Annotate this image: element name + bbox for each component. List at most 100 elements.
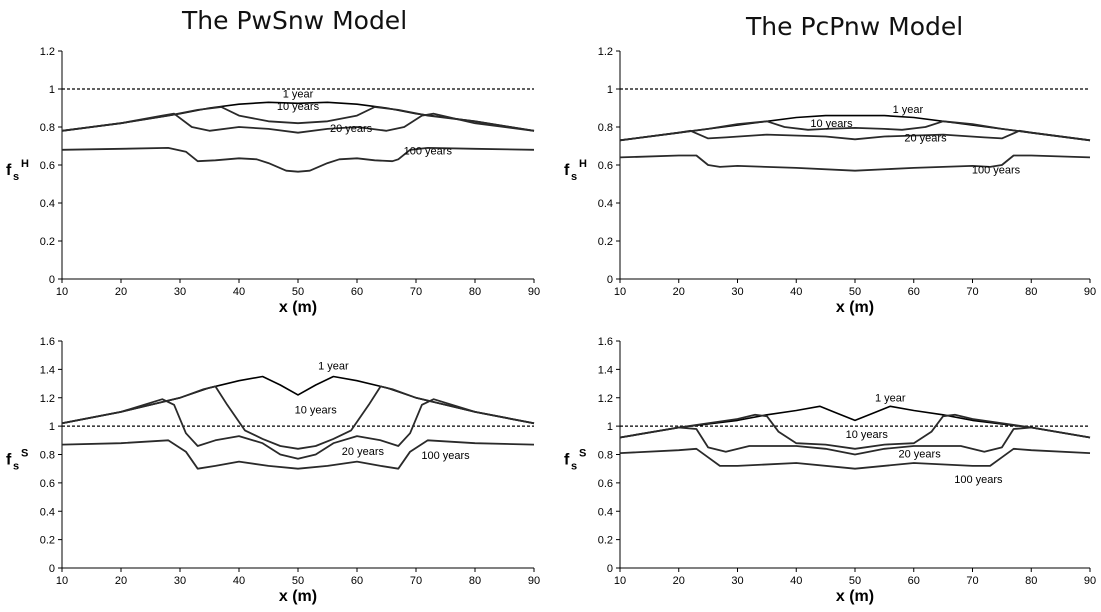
y-tick-label: 1.2 xyxy=(40,46,55,58)
y-tick-label: 1 xyxy=(607,84,613,96)
x-axis-label: x (m) xyxy=(279,588,317,605)
x-tick-label: 80 xyxy=(1025,575,1037,587)
y-tick-label: 0 xyxy=(607,563,613,575)
x-tick-label: 10 xyxy=(614,286,626,298)
x-tick-label: 20 xyxy=(673,575,685,587)
y-tick-label: 1.6 xyxy=(598,336,613,348)
y-tick-label: 0.6 xyxy=(40,478,55,490)
series-line-100-years xyxy=(619,154,1091,172)
series-label-20-years: 20 years xyxy=(904,132,947,144)
series-label-1-year: 1 year xyxy=(875,392,906,404)
x-tick-label: 20 xyxy=(673,286,685,298)
x-axis-label: x (m) xyxy=(836,299,874,316)
chart-panel-top-right: 0 0.2 0.4 0.6 0.8 1 1.2 10 20 30 40 50 60 70 80 90 x (m)… xyxy=(564,46,1096,316)
y-axis-label: f xyxy=(564,452,570,469)
x-axis-label: x (m) xyxy=(836,588,874,605)
x-tick-label: 60 xyxy=(908,286,920,298)
x-tick-label: 20 xyxy=(115,286,127,298)
y-tick-label: 0.8 xyxy=(598,450,613,462)
y-tick-label: 1.4 xyxy=(40,364,55,376)
x-tick-label: 70 xyxy=(966,286,978,298)
x-tick-label: 10 xyxy=(56,286,68,298)
y-tick-label: 0.2 xyxy=(40,236,55,248)
y-tick-label: 1.2 xyxy=(40,393,55,405)
y-tick-label: 0.2 xyxy=(598,236,613,248)
x-tick-label: 40 xyxy=(233,286,245,298)
series-label-10-years: 10 years xyxy=(810,118,853,130)
y-tick-label: 0.8 xyxy=(598,122,613,134)
y-axis-label: f xyxy=(6,452,12,469)
series-label-10-years: 10 years xyxy=(277,101,320,113)
y-tick-label: 0.6 xyxy=(598,478,613,490)
y-tick-label: 0.4 xyxy=(598,506,613,518)
x-tick-label: 40 xyxy=(233,575,245,587)
x-tick-label: 10 xyxy=(56,575,68,587)
x-axis-label: x (m) xyxy=(279,299,317,316)
x-tick-label: 60 xyxy=(351,575,363,587)
x-tick-label: 40 xyxy=(790,575,802,587)
x-tick-label: 40 xyxy=(790,286,802,298)
chart-panel-bottom-left: 0 0.2 0.4 0.6 0.8 1 1.2 1.4 1.6 10 20 30 40 50 60 70 80 9… xyxy=(6,336,540,605)
y-tick-label: 0 xyxy=(49,274,55,286)
x-tick-label: 10 xyxy=(614,575,626,587)
y-tick-label: 1.6 xyxy=(40,336,55,348)
x-tick-label: 20 xyxy=(115,575,127,587)
series-line-10-years xyxy=(619,413,1091,450)
y-tick-label: 1 xyxy=(49,84,55,96)
x-tick-label: 50 xyxy=(292,286,304,298)
y-tick-label: 1 xyxy=(607,421,613,433)
series-line-20-years xyxy=(61,112,535,134)
x-tick-label: 50 xyxy=(849,575,861,587)
series-label-10-years: 10 years xyxy=(846,429,889,441)
y-axis-label-subscript: s xyxy=(13,461,19,473)
y-axis-label-superscript: S xyxy=(21,448,28,460)
x-tick-label: 30 xyxy=(174,286,186,298)
y-tick-label: 1.4 xyxy=(598,364,613,376)
y-axis-label: f xyxy=(564,162,570,179)
y-tick-label: 0 xyxy=(607,274,613,286)
x-tick-label: 60 xyxy=(908,575,920,587)
y-axis-label-superscript: S xyxy=(579,448,586,460)
series-line-20-years xyxy=(619,129,1091,142)
series-line-100-years xyxy=(619,447,1091,470)
x-tick-label: 90 xyxy=(1084,286,1096,298)
y-tick-label: 0.2 xyxy=(40,535,55,547)
series-line-10-years xyxy=(61,106,535,132)
x-tick-label: 80 xyxy=(1025,286,1037,298)
series-label-1-year: 1 year xyxy=(893,104,924,116)
y-tick-label: 0.4 xyxy=(40,506,55,518)
series-label-20-years: 20 years xyxy=(899,448,942,460)
y-tick-label: 0.6 xyxy=(598,160,613,172)
series-label-20-years: 20 years xyxy=(330,123,373,135)
chart-panel-top-left: 0 0.2 0.4 0.6 0.8 1 1.2 10 20 30 40 50 60 70 80 90 x (m)… xyxy=(6,46,540,316)
y-axis-label-superscript: H xyxy=(21,158,29,170)
left-column-title: The PwSnw Model xyxy=(182,6,408,35)
y-axis-label: f xyxy=(6,162,12,179)
y-tick-label: 0.4 xyxy=(40,198,55,210)
series-line-10-years xyxy=(61,385,535,450)
series-label-1-year: 1 year xyxy=(283,89,314,101)
y-tick-label: 0.8 xyxy=(40,122,55,134)
x-tick-label: 90 xyxy=(528,575,540,587)
x-tick-label: 80 xyxy=(469,286,481,298)
series-line-1-year xyxy=(619,405,1091,439)
x-tick-label: 80 xyxy=(469,575,481,587)
x-tick-label: 50 xyxy=(849,286,861,298)
series-label-100-years: 100 years xyxy=(421,450,470,462)
series-line-100-years xyxy=(61,147,535,173)
series-line-10-years xyxy=(619,120,1091,142)
y-axis-label-superscript: H xyxy=(579,158,587,170)
x-tick-label: 50 xyxy=(292,575,304,587)
x-tick-label: 70 xyxy=(410,575,422,587)
y-tick-label: 1 xyxy=(49,421,55,433)
x-tick-label: 60 xyxy=(351,286,363,298)
y-tick-label: 0.4 xyxy=(598,198,613,210)
series-label-20-years: 20 years xyxy=(342,446,385,458)
x-tick-label: 70 xyxy=(966,575,978,587)
y-axis-label-subscript: s xyxy=(571,171,577,183)
y-tick-label: 1.2 xyxy=(598,393,613,405)
chart-panel-bottom-right: 0 0.2 0.4 0.6 0.8 1 1.2 1.4 1.6 10 20 30 40 50 60 70 80 9… xyxy=(564,336,1096,605)
y-tick-label: 0.6 xyxy=(40,160,55,172)
x-tick-label: 90 xyxy=(528,286,540,298)
